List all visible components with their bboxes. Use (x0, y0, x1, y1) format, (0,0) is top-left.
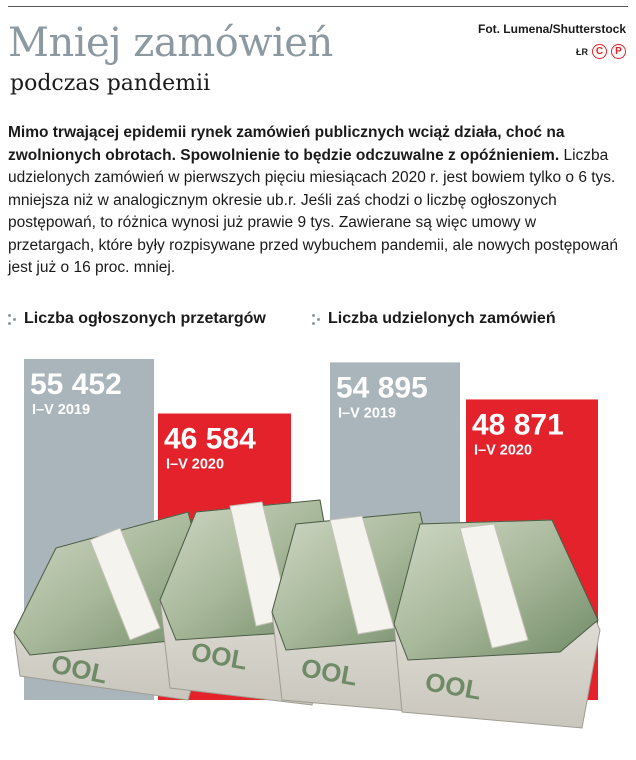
bar-category-label: I–V 2020 (166, 457, 224, 473)
chart-2-title-text: Liczba udzielonych zamówień (328, 310, 556, 327)
bar-value-label: 46 584 (164, 423, 256, 456)
page-subtitle: podczas pandemii (10, 71, 211, 96)
bar-category-label: I–V 2020 (474, 442, 532, 458)
lead-bold: Mimo trwającej epidemii rynek zamówień p… (8, 124, 565, 164)
chart-1-title-text: Liczba ogłoszonych przetargów (24, 310, 266, 327)
copyright-icon: C (592, 44, 607, 59)
bullet-icon (312, 312, 322, 326)
photo-credit: Fot. Lumena/Shutterstock (477, 22, 626, 36)
press-icon: P (611, 44, 626, 59)
page-title: Mniej zamówień (8, 20, 333, 66)
top-rule (8, 6, 628, 7)
chart-1-title: Liczba ogłoszonych przetargów (8, 310, 266, 328)
chart-2-title: Liczba udzielonych zamówień (312, 310, 556, 328)
bar-value-label: 48 871 (472, 408, 564, 441)
banknote-stack-4: OOL (393, 519, 601, 729)
bar-value-label: 54 895 (336, 371, 428, 404)
bar-category-label: I–V 2019 (32, 402, 90, 418)
bullet-icon (8, 312, 18, 326)
lead-body: Liczba udzielonych zamówień w pierwszych… (8, 146, 618, 277)
author-initials: ŁR (576, 46, 588, 57)
lead-paragraph: Mimo trwającej epidemii rynek zamówień p… (8, 122, 620, 280)
bar-value-label: 55 452 (30, 368, 122, 401)
bar-category-label: I–V 2019 (338, 405, 396, 421)
author-badge: ŁR C P (576, 44, 626, 59)
